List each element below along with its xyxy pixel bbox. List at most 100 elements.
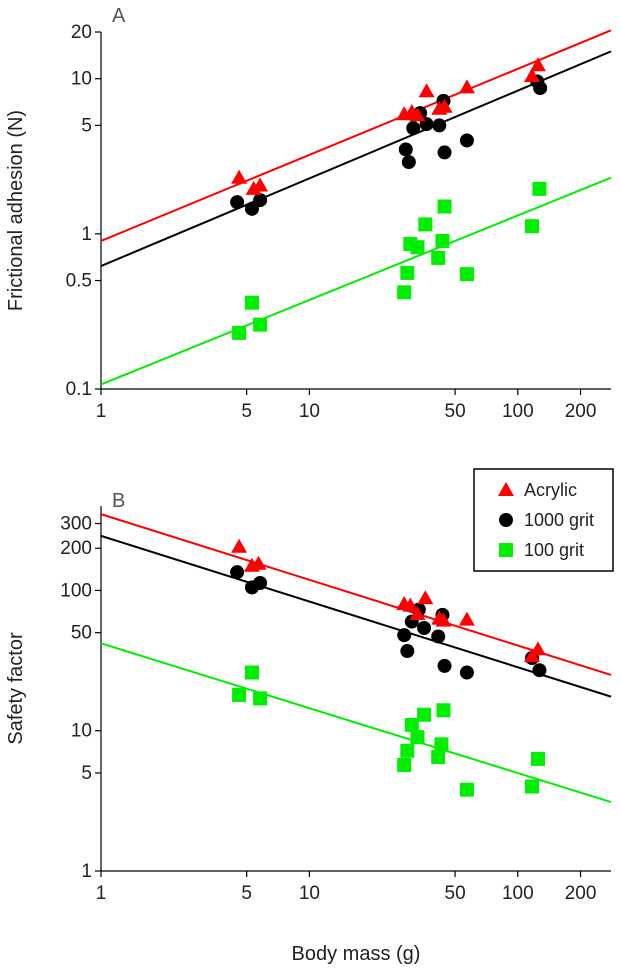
panel-a-100-grit-point: [437, 199, 452, 214]
panel-a-100-grit-point: [418, 217, 433, 232]
legend-box: [473, 468, 614, 572]
panel-a-1000-grit-point: [406, 121, 421, 136]
panel-b-x-axis-label: Body mass (g): [292, 943, 421, 965]
panel-a-x-tick-label: 10: [299, 401, 320, 422]
panel-a-y-tick-label: 10: [71, 69, 92, 90]
legend-1000-grit-marker: [499, 513, 513, 527]
panel-b-acrylic-point: [417, 590, 434, 605]
panel-b-x-tick-label: 100: [502, 883, 534, 904]
panel-b-acrylic-point: [409, 605, 426, 620]
panel-b-1000-grit-point: [431, 629, 446, 644]
panel-b-1000-grit-point: [437, 658, 452, 673]
panel-a-1000-grit-point: [398, 142, 413, 157]
panel-b-100-grit-point: [232, 687, 247, 702]
panel-a-100-grit-point: [410, 240, 425, 255]
panel-b-acrylic-fit-line: [100, 513, 612, 676]
panel-b-100-grit-point: [410, 730, 425, 745]
panel-a-x-tick-label: 1: [96, 401, 107, 422]
panel-b-x-tick-label: 200: [565, 883, 597, 904]
panel-a-acrylic-fit-line: [100, 29, 612, 242]
panel-b-letter: B: [112, 490, 125, 512]
panel-b-1000-grit-point: [532, 663, 547, 678]
panel-b-1000-grit-point: [253, 576, 268, 591]
panel-b-x-tick-label: 50: [445, 883, 466, 904]
legend-100-grit-marker: [499, 543, 513, 557]
panel-a-acrylic-point: [418, 83, 435, 98]
panel-b-100-grit-point: [431, 749, 446, 764]
panel-b-y-tick-label: 50: [71, 623, 92, 644]
panel-a-acrylic-point: [530, 57, 547, 72]
panel-a-100-grit-fit-line: [100, 176, 612, 386]
legend-100-grit-label: 100 grit: [524, 540, 584, 560]
panel-a-acrylic-point: [409, 107, 426, 122]
panel-b-x-tick-label: 10: [299, 883, 320, 904]
legend-acrylic-label: Acrylic: [524, 480, 577, 500]
panel-a-y-axis-label: Frictional adhesion (N): [5, 110, 27, 311]
panel-a-y-tick-label: 0.1: [66, 379, 92, 400]
panel-b-1000-grit-point: [417, 620, 432, 635]
panel-a-acrylic-point: [436, 98, 453, 113]
panel-a-acrylic-point: [524, 68, 541, 83]
panel-a-1000-grit-fit-line: [100, 50, 612, 267]
panel-b-y-tick-label: 5: [81, 763, 92, 784]
panel-a-100-grit-point: [232, 325, 247, 340]
panel-b-1000-grit-fit-line: [100, 534, 612, 698]
panel-b-100-grit-point: [397, 757, 412, 772]
panel-a-x-tick-label: 5: [241, 401, 252, 422]
panel-b-y-tick-label: 200: [60, 538, 92, 559]
panel-a-100-grit-point: [400, 265, 415, 280]
panel-a-y-tick-label: 5: [81, 115, 92, 136]
panel-a-acrylic-point: [252, 177, 269, 192]
panel-a-x-tick-label: 200: [565, 401, 597, 422]
panel-a-100-grit-point: [435, 233, 450, 248]
panel-a-1000-grit-point: [437, 145, 452, 160]
panel-b-y-tick-label: 1: [81, 861, 92, 882]
panel-b-100-grit-point: [400, 743, 415, 758]
panel-a-1000-grit-point: [533, 81, 548, 96]
panel-b-100-grit-point: [531, 751, 546, 766]
panel-b-1000-grit-point: [459, 665, 474, 680]
panel-b-100-grit-point: [404, 717, 419, 732]
panel-a-1000-grit-point: [401, 155, 416, 170]
panel-a-100-grit-point: [532, 181, 547, 196]
panel-b-100-grit-point: [525, 779, 540, 794]
panel-a-1000-grit-point: [432, 118, 447, 133]
panel-b-acrylic-point: [458, 611, 475, 626]
panel-b-100-grit-fit-line: [100, 642, 612, 804]
panel-b-x-tick-label: 1: [96, 883, 107, 904]
panel-b-100-grit-point: [459, 782, 474, 797]
panel-b-100-grit-point: [434, 737, 449, 752]
panel-a-y-tick-label: 1: [81, 224, 92, 245]
panel-a-100-grit-point: [459, 267, 474, 282]
panel-a-y-tick-label: 0.5: [66, 271, 92, 292]
panel-b-y-tick-label: 100: [60, 580, 92, 601]
panel-a-100-grit-point: [397, 285, 412, 300]
panel-a-100-grit-point: [253, 317, 268, 332]
panel-b-100-grit-point: [417, 707, 432, 722]
panel-a-100-grit-point: [431, 250, 446, 265]
legend: Acrylic 1000 grit 100 grit: [473, 468, 614, 572]
panel-b-chart: B 1 5 10 50 100 200 1 5 10 50 100 200 300 Safety fact…: [5, 468, 614, 965]
legend-acrylic-marker: [498, 482, 514, 496]
panel-a-100-grit-point: [525, 219, 540, 234]
legend-1000-grit-label: 1000 grit: [524, 510, 594, 530]
panel-b-1000-grit-point: [397, 628, 412, 643]
panel-b-1000-grit-point: [400, 644, 415, 659]
panel-b-acrylic-point: [402, 597, 419, 612]
panel-a-acrylic-point: [458, 79, 475, 94]
panel-a-1000-grit-point: [230, 195, 245, 210]
panel-b-acrylic-point: [530, 641, 547, 656]
panel-b-1000-grit-point: [230, 565, 245, 580]
panel-b-100-grit-point: [244, 665, 259, 680]
panel-b-y-tick-label: 10: [71, 721, 92, 742]
panel-b-y-axis-label: Safety factor: [5, 632, 27, 745]
panel-a-y-tick-label: 20: [71, 22, 92, 43]
panel-b-acrylic-point: [435, 612, 452, 627]
panel-b-x-tick-label: 5: [241, 883, 252, 904]
panel-a-100-grit-point: [244, 295, 259, 310]
panel-b-acrylic-point: [231, 538, 248, 553]
panel-a-acrylic-point: [231, 169, 248, 184]
panel-b-100-grit-point: [436, 703, 451, 718]
panel-a-x-tick-label: 100: [502, 401, 534, 422]
